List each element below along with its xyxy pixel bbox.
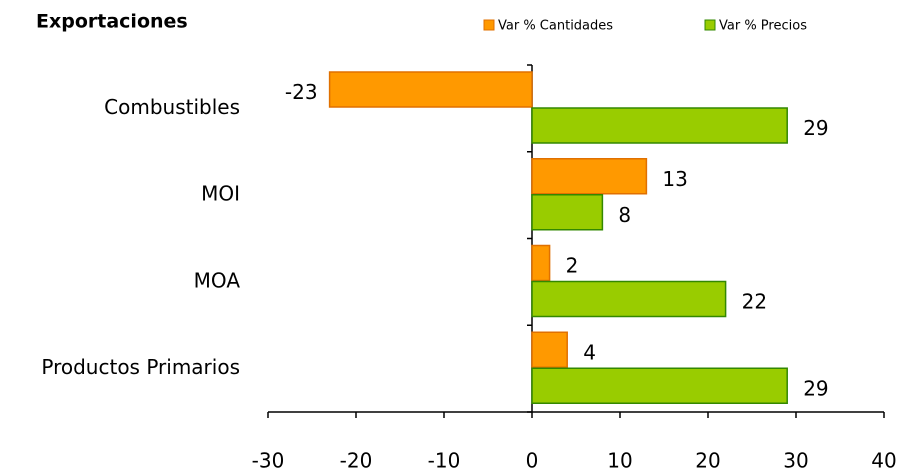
chart-title: Exportaciones [36, 11, 188, 33]
x-tick-label: 0 [526, 449, 539, 473]
x-tick-label: 40 [871, 449, 896, 473]
x-tick-label: -20 [340, 449, 373, 473]
data-label: -23 [285, 80, 318, 104]
legend-label: Var % Precios [719, 19, 807, 34]
data-label: 29 [803, 116, 828, 140]
bar [328, 71, 533, 108]
category-label: MOI [201, 182, 240, 206]
bar [531, 331, 568, 368]
data-label: 22 [742, 290, 767, 314]
bar [531, 280, 727, 318]
bar [531, 107, 788, 144]
x-tick-label: 10 [607, 449, 632, 473]
data-label: 4 [583, 340, 596, 364]
category-label: Combustibles [104, 95, 240, 119]
x-tick-label: -10 [428, 449, 461, 473]
bar [531, 367, 788, 404]
bar [531, 244, 551, 282]
data-label: 8 [618, 203, 631, 227]
legend-label: Var % Cantidades [498, 19, 613, 34]
bar [531, 194, 604, 231]
x-tick-label: -30 [252, 449, 285, 473]
category-label: MOA [194, 268, 241, 292]
bar [531, 158, 648, 195]
data-label: 13 [662, 167, 687, 191]
data-label: 29 [803, 376, 828, 400]
x-tick-label: 30 [783, 449, 808, 473]
category-label: Productos Primarios [41, 355, 240, 379]
x-tick-label: 20 [695, 449, 720, 473]
legend-swatch [483, 19, 495, 31]
legend-swatch [704, 19, 716, 31]
data-label: 2 [566, 254, 579, 278]
